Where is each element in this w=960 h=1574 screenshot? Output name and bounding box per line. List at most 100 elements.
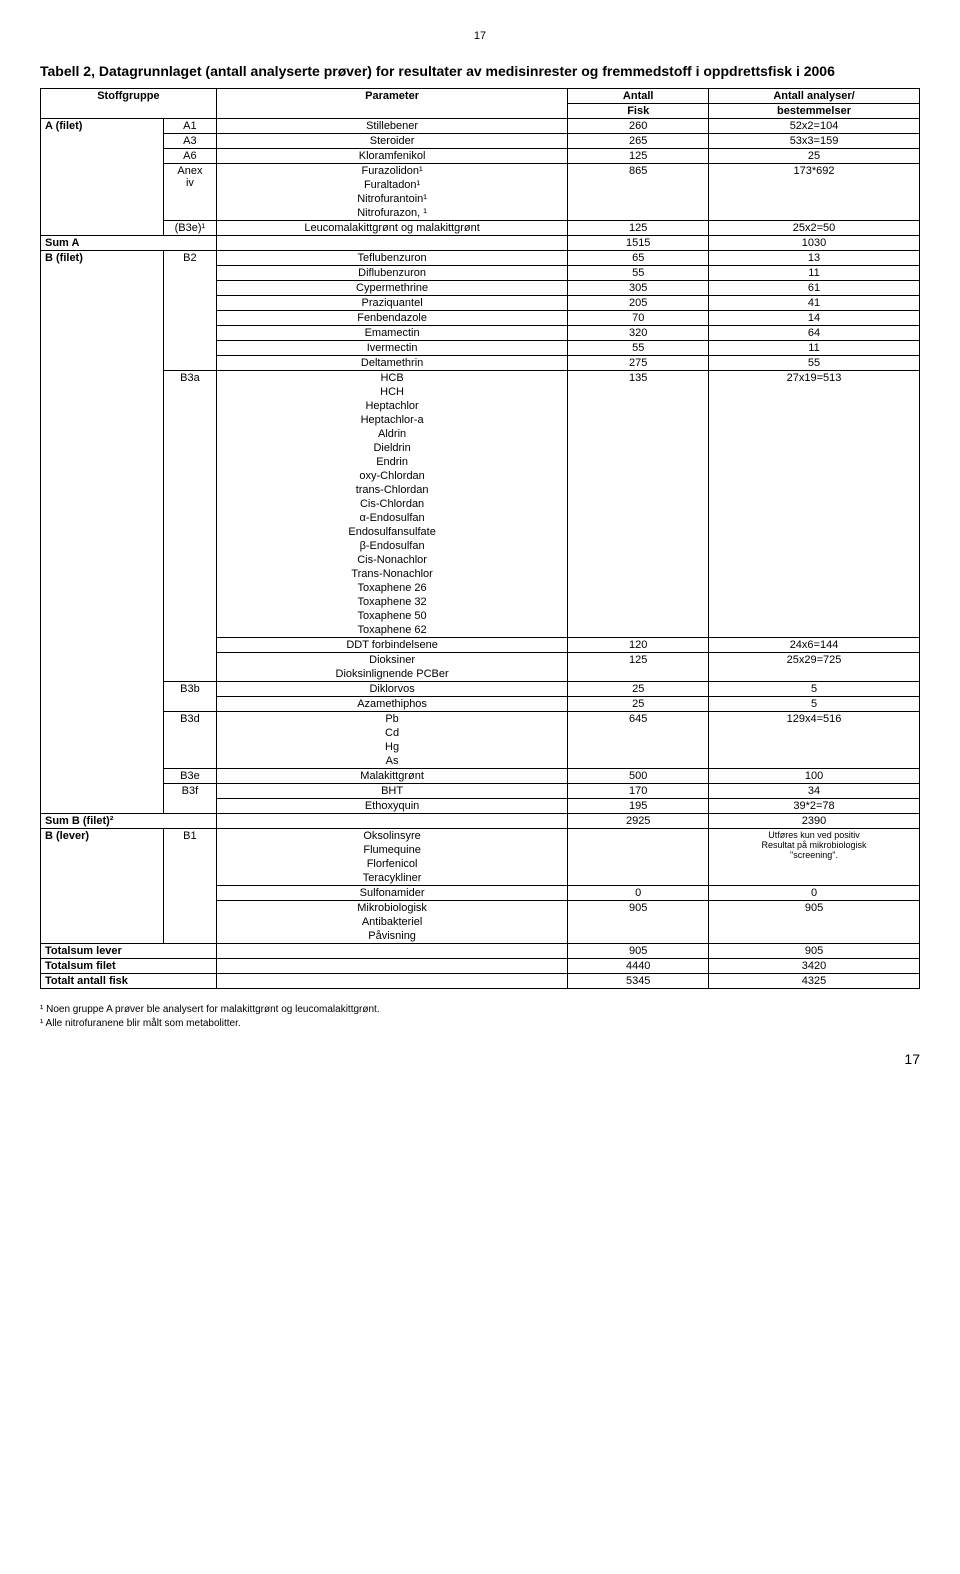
table-row: B3d Pb 645 129x4=516: [41, 712, 920, 727]
cell-param: Heptachlor-a: [216, 413, 568, 427]
th-analyser2: bestemmelser: [709, 104, 920, 119]
cell-param: Furazolidon¹: [216, 164, 568, 179]
cell-param: Nitrofurazon, ¹: [216, 206, 568, 221]
cell-param: Cis-Nonachlor: [216, 553, 568, 567]
cell-anal: 52x2=104: [709, 119, 920, 134]
cell-anal: 27x19=513: [709, 371, 920, 638]
cell-fisk: 25: [568, 697, 709, 712]
cell-param: Trans-Nonachlor: [216, 567, 568, 581]
cell-param: Teflubenzuron: [216, 251, 568, 266]
cell-empty: [216, 959, 568, 974]
cell-fisk: 170: [568, 784, 709, 799]
note-3: "screening".: [790, 850, 838, 860]
cell-fisk: 1515: [568, 236, 709, 251]
cell-fisk: 205: [568, 296, 709, 311]
table-row: B3a HCB 135 27x19=513: [41, 371, 920, 386]
group-b-lever: B (lever): [41, 829, 164, 944]
cell-param: Malakittgrønt: [216, 769, 568, 784]
anex-1: Anex: [177, 165, 202, 177]
cell-fisk: 135: [568, 371, 709, 638]
cell-param: Teracykliner: [216, 871, 568, 886]
cell-anal: 39*2=78: [709, 799, 920, 814]
cell-code: B3b: [164, 682, 217, 712]
cell-fisk: 500: [568, 769, 709, 784]
cell-code: Anexiv: [164, 164, 217, 221]
group-tot-lever: Totalsum lever: [41, 944, 217, 959]
cell-anal: 5: [709, 697, 920, 712]
cell-code: A6: [164, 149, 217, 164]
group-sum-a: Sum A: [41, 236, 217, 251]
cell-param: Nitrofurantoin¹: [216, 192, 568, 206]
cell-empty: [216, 944, 568, 959]
header-row: Stoffgruppe Parameter Antall Antall anal…: [41, 89, 920, 104]
cell-param: Steroider: [216, 134, 568, 149]
cell-param: Kloramfenikol: [216, 149, 568, 164]
cell-param: Oksolinsyre: [216, 829, 568, 844]
table-row: A (filet) A1 Stillebener 260 52x2=104: [41, 119, 920, 134]
cell-param: Deltamethrin: [216, 356, 568, 371]
cell-fisk: 905: [568, 944, 709, 959]
cell-param: Antibakteriel: [216, 915, 568, 929]
cell-anal: 24x6=144: [709, 638, 920, 653]
group-tot-fisk: Totalt antall fisk: [41, 974, 217, 989]
cell-param: DDT forbindelsene: [216, 638, 568, 653]
page-number-top: 17: [40, 30, 920, 42]
group-sum-b: Sum B (filet)²: [41, 814, 217, 829]
footnotes: ¹ Noen gruppe A prøver ble analysert for…: [40, 1003, 920, 1031]
cell-param: Endosulfansulfate: [216, 525, 568, 539]
cell-anal: 25: [709, 149, 920, 164]
th-antall1: Antall: [568, 89, 709, 104]
cell-param: Endrin: [216, 455, 568, 469]
cell-code: B3f: [164, 784, 217, 814]
group-a-filet: A (filet): [41, 119, 164, 236]
anex-2: iv: [186, 177, 194, 189]
table-row-sum: Sum A 1515 1030: [41, 236, 920, 251]
cell-param: Toxaphene 32: [216, 595, 568, 609]
cell-anal: 1030: [709, 236, 920, 251]
table-row: B3b Diklorvos 25 5: [41, 682, 920, 697]
cell-fisk: 260: [568, 119, 709, 134]
cell-param: Toxaphene 50: [216, 609, 568, 623]
cell-param: Ivermectin: [216, 341, 568, 356]
cell-fisk: 125: [568, 149, 709, 164]
cell-fisk: 0: [568, 886, 709, 901]
table-title: Tabell 2, Datagrunnlaget (antall analyse…: [40, 62, 920, 80]
cell-param: Flumequine: [216, 843, 568, 857]
cell-anal: 3420: [709, 959, 920, 974]
cell-code: B1: [164, 829, 217, 944]
cell-fisk: 4440: [568, 959, 709, 974]
cell-empty: [216, 974, 568, 989]
cell-param: Azamethiphos: [216, 697, 568, 712]
cell-param: Heptachlor: [216, 399, 568, 413]
cell-fisk: 195: [568, 799, 709, 814]
table-row: B3e Malakittgrønt 500 100: [41, 769, 920, 784]
cell-fisk: 120: [568, 638, 709, 653]
cell-code: A3: [164, 134, 217, 149]
cell-code: B2: [164, 251, 217, 371]
table-row-total: Totalsum lever 905 905: [41, 944, 920, 959]
cell-param: Ethoxyquin: [216, 799, 568, 814]
table-row: B (filet) B2 Teflubenzuron 65 13: [41, 251, 920, 266]
table-row: A6 Kloramfenikol 125 25: [41, 149, 920, 164]
cell-fisk: 70: [568, 311, 709, 326]
cell-anal: 41: [709, 296, 920, 311]
cell-fisk: 645: [568, 712, 709, 769]
cell-param: BHT: [216, 784, 568, 799]
cell-fisk: [568, 829, 709, 886]
cell-param: Diklorvos: [216, 682, 568, 697]
cell-param: Hg: [216, 740, 568, 754]
cell-fisk: 865: [568, 164, 709, 221]
cell-anal: 0: [709, 886, 920, 901]
cell-code: B3e: [164, 769, 217, 784]
cell-anal: 4325: [709, 974, 920, 989]
cell-fisk: 5345: [568, 974, 709, 989]
cell-fisk: 320: [568, 326, 709, 341]
th-stoffgruppe: Stoffgruppe: [41, 89, 217, 119]
cell-param: Mikrobiologisk: [216, 901, 568, 916]
cell-param: Diflubenzuron: [216, 266, 568, 281]
cell-param: Florfenicol: [216, 857, 568, 871]
cell-anal: 2390: [709, 814, 920, 829]
cell-param: Emamectin: [216, 326, 568, 341]
cell-param: Fenbendazole: [216, 311, 568, 326]
table-row-total: Totalt antall fisk 5345 4325: [41, 974, 920, 989]
